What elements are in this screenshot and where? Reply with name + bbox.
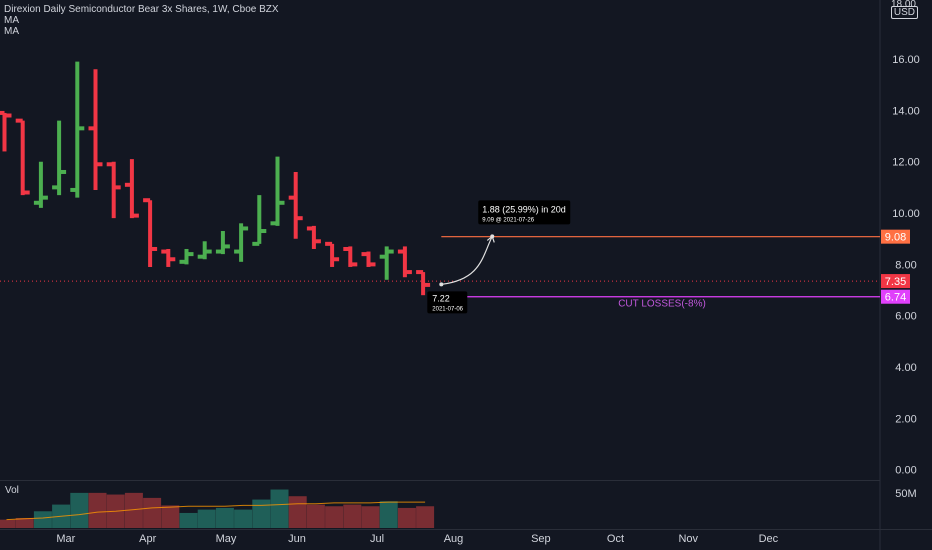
ohlc-bar [52,120,67,196]
ohlc-bar [106,161,121,219]
indicator-ma-2[interactable]: MA [4,26,19,37]
price-level-badge [881,229,910,244]
time-tick-label: May [216,533,237,545]
volume-bar [270,489,289,528]
time-tick-label: Mar [56,533,75,545]
volume-bar [379,501,398,528]
volume-bar [33,511,52,528]
start-label-box [427,291,468,314]
price-tick-label: 10.00 [892,208,920,220]
volume-bar [234,509,253,528]
volume-bar [306,504,325,528]
time-tick-label: Nov [678,533,698,545]
volume-bar [197,509,216,528]
volume-bar [15,517,34,528]
volume-bar [161,505,180,528]
price-tick-label: 0.00 [895,465,916,477]
time-tick-label: Dec [759,533,779,545]
ohlc-bar [306,225,321,249]
symbol-title[interactable]: Direxion Daily Semiconductor Bear 3x Sha… [4,4,279,15]
volume-bar [361,506,380,528]
ohlc-bar [325,241,340,267]
time-tick-label: Aug [444,533,464,545]
volume-bar [288,496,307,528]
indicator-ma-1[interactable]: MA [4,15,19,26]
price-bars [0,61,431,296]
volume-axis-label: 50M [895,488,916,500]
time-tick-label: Apr [139,533,156,545]
price-tick-label: 12.00 [892,157,920,169]
end-label-box [478,200,571,225]
ohlc-bar [15,118,30,196]
projection-end-point [490,234,495,239]
ohlc-bar [143,198,158,267]
price-axis: 16.00 14.00 12.00 10.00 8.00 6.00 4.00 2.00 0.00… [881,54,920,500]
time-axis: FebMarAprMayJunJulAugSepOctNovDec [56,533,779,545]
volume-bar [70,492,89,528]
volume-bar [325,506,344,528]
time-tick-label: Oct [607,533,624,545]
projection-start-point [439,282,444,287]
ohlc-bar [416,270,431,296]
ohlc-bar [88,69,103,190]
price-tick-label: 6.00 [895,311,916,323]
price-levels: CUT LOSSES(-8%) [0,236,880,310]
price-tick-label: 2.00 [895,413,916,425]
volume-bar [88,492,107,528]
volume-label[interactable]: Vol [5,485,19,496]
ohlc-bar [0,110,12,152]
volume-pane [0,489,435,528]
ohlc-bar [234,223,249,262]
price-level-label: 6.74 [885,292,906,304]
volume-bar [179,512,198,528]
price-level-label: 9.08 [885,232,906,244]
volume-bar [0,519,16,528]
currency-badge[interactable]: USD [890,6,918,19]
end-change-label: 1.88 (25.99%) in 20d [482,204,566,214]
ohlc-bar [288,171,303,239]
price-tick-label: 4.00 [895,362,916,374]
volume-bar [252,499,271,528]
ohlc-bar [397,246,412,278]
volume-bar [416,506,435,528]
stop-loss-annotation: CUT LOSSES(-8%) [618,299,706,310]
ohlc-bar [252,195,267,246]
projection-curve [441,236,493,286]
price-tick-label: 14.00 [892,105,920,117]
ohlc-bar [179,248,194,265]
ohlc-bar [270,156,285,226]
price-level-badge [881,274,910,289]
end-date-label: 9.09 @ 2021-07-26 [482,217,534,223]
price-level-badge [881,289,910,304]
chart-legend: Direxion Daily Semiconductor Bear 3x Sha… [4,4,279,37]
projection-annotation: 7.22 2021-07-06 1.88 (25.99%) in 20d 9.09 @… [427,200,571,314]
ohlc-bar [343,246,358,267]
ohlc-bar [124,159,139,219]
start-price-label: 7.22 [432,293,450,303]
ohlc-bar [161,248,176,267]
time-tick-label: Jul [370,533,384,545]
ohlc-bar [379,246,394,280]
volume-bar [397,507,416,528]
ohlc-bar [197,241,212,260]
price-axis-top-value: 18.00 [890,0,916,10]
volume-ma-line [6,501,426,521]
ohlc-bar [70,61,85,198]
volume-bar [215,507,234,528]
ohlc-bar [361,251,376,267]
time-tick-label: Jun [288,533,306,545]
volume-bar [124,492,143,528]
volume-bar [343,504,362,528]
volume-bar [143,497,162,528]
ohlc-bar [33,161,48,208]
time-tick-label: Sep [531,533,551,545]
price-tick-label: 8.00 [895,259,916,271]
price-level-label: 7.35 [885,276,906,288]
start-date-label: 2021-07-06 [432,306,463,312]
price-tick-label: 16.00 [892,54,920,66]
ohlc-bar [215,231,230,255]
